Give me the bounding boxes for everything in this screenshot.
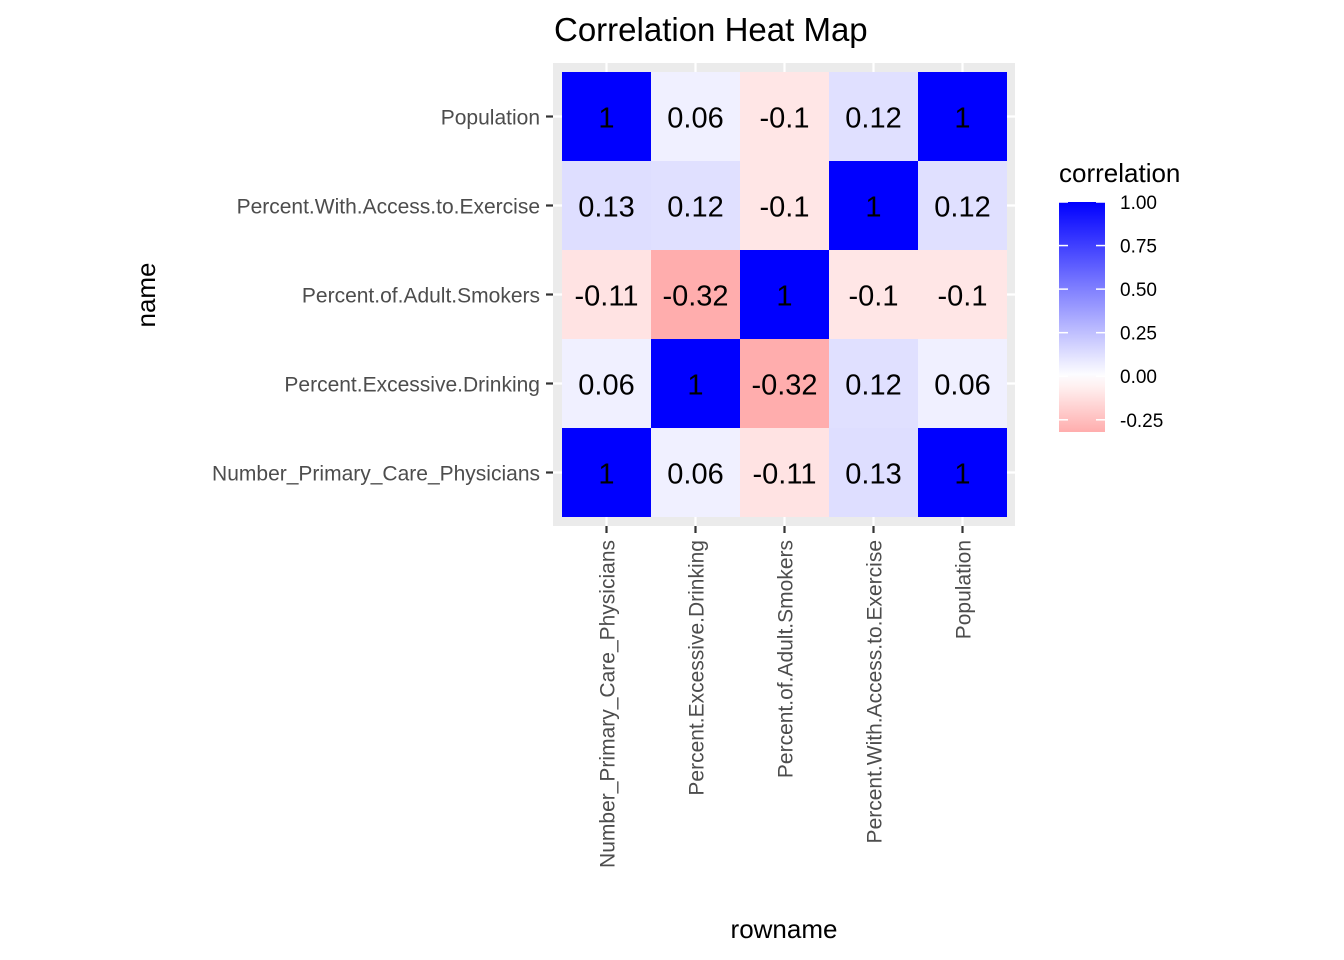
legend-break-label: 0.75 xyxy=(1120,237,1157,258)
cell-value-label: 0.12 xyxy=(667,192,723,224)
cell-value-label: -0.1 xyxy=(849,281,899,313)
heatmap-cell xyxy=(829,250,918,339)
cell-value-label: 0.12 xyxy=(845,103,901,135)
chart-title: Correlation Heat Map xyxy=(554,11,868,48)
y-tick-label: Percent.With.Access.to.Exercise xyxy=(237,196,540,219)
legend-break-label: 0.00 xyxy=(1120,367,1157,388)
heatmap-cell xyxy=(740,339,829,428)
heatmap-cell xyxy=(918,72,1007,161)
heatmap-cell xyxy=(562,161,651,250)
legend-colorbar xyxy=(1059,202,1105,432)
x-axis: Number_Primary_Care_Physicians Percent.Ex… xyxy=(597,526,976,868)
y-tick-label: Percent.of.Adult.Smokers xyxy=(302,285,540,308)
x-tick-label: Percent.of.Adult.Smokers xyxy=(775,540,798,778)
heatmap-cell xyxy=(562,72,651,161)
cell-value-label: 0.13 xyxy=(578,192,634,224)
heatmap-cells xyxy=(562,72,1007,517)
cell-value-label: 1 xyxy=(865,192,881,224)
heatmap-cell xyxy=(829,161,918,250)
cell-value-label: -0.32 xyxy=(662,281,728,313)
cell-value-label: 0.06 xyxy=(934,370,990,402)
heatmap-cell xyxy=(651,250,740,339)
heatmap-cell xyxy=(829,72,918,161)
x-tick-label: Number_Primary_Care_Physicians xyxy=(597,540,620,868)
cell-value-label: -0.1 xyxy=(760,192,810,224)
heatmap-cell xyxy=(562,428,651,517)
heatmap-cell xyxy=(918,428,1007,517)
y-tick-label: Percent.Excessive.Drinking xyxy=(284,374,540,397)
cell-value-label: 1 xyxy=(598,459,614,491)
heatmap-cell xyxy=(651,428,740,517)
cell-value-label: 1 xyxy=(598,103,614,135)
heatmap-cell xyxy=(740,161,829,250)
cell-value-label: 0.13 xyxy=(845,459,901,491)
heatmap-cell xyxy=(562,339,651,428)
cell-value-label: 0.06 xyxy=(578,370,634,402)
legend: correlation 1.00 0.75 0.50 0.25 0.00 -0.25 xyxy=(1059,158,1180,432)
heatmap-cell xyxy=(918,339,1007,428)
x-tick-label: Population xyxy=(953,540,976,639)
x-tick-label: Percent.Excessive.Drinking xyxy=(686,540,709,796)
heatmap-cell xyxy=(651,72,740,161)
y-axis: Number_Primary_Care_Physicians Percent.Ex… xyxy=(212,107,553,486)
cell-value-label: 1 xyxy=(954,459,970,491)
heatmap-cell xyxy=(740,250,829,339)
cell-value-label: -0.32 xyxy=(751,370,817,402)
heatmap-cell xyxy=(651,339,740,428)
heatmap-cell xyxy=(918,250,1007,339)
heatmap-cell xyxy=(829,428,918,517)
legend-title: correlation xyxy=(1059,158,1180,188)
cell-value-label: 0.06 xyxy=(667,459,723,491)
heatmap-cell xyxy=(562,250,651,339)
cell-value-label: 0.12 xyxy=(934,192,990,224)
legend-break-label: 1.00 xyxy=(1120,193,1157,214)
legend-break-label: 0.50 xyxy=(1120,280,1157,301)
heatmap-cell xyxy=(740,72,829,161)
cell-value-label: -0.11 xyxy=(753,459,817,491)
y-tick-label: Population xyxy=(441,107,540,130)
heatmap-cell xyxy=(829,339,918,428)
x-tick-label: Percent.With.Access.to.Exercise xyxy=(864,540,887,843)
heatmap-cell xyxy=(740,428,829,517)
cell-value-label: -0.1 xyxy=(938,281,988,313)
cell-value-label: 1 xyxy=(687,370,703,402)
cell-value-label: 0.12 xyxy=(845,370,901,402)
heatmap-cell xyxy=(918,161,1007,250)
heatmap-cell xyxy=(651,161,740,250)
legend-break-label: -0.25 xyxy=(1120,411,1163,432)
cell-value-label: 0.06 xyxy=(667,103,723,135)
y-axis-title: name xyxy=(131,262,161,327)
legend-break-label: 0.25 xyxy=(1120,324,1157,345)
x-axis-title: rowname xyxy=(731,914,838,944)
cell-value-label: 1 xyxy=(776,281,792,313)
cell-value-label: -0.1 xyxy=(760,103,810,135)
y-tick-label: Number_Primary_Care_Physicians xyxy=(212,463,540,486)
cell-value-label: 1 xyxy=(954,103,970,135)
cell-value-label: -0.11 xyxy=(575,281,639,313)
cell-value-labels: 10.06-0.110.1310.061-0.320.120.06-0.11-0… xyxy=(575,103,991,491)
